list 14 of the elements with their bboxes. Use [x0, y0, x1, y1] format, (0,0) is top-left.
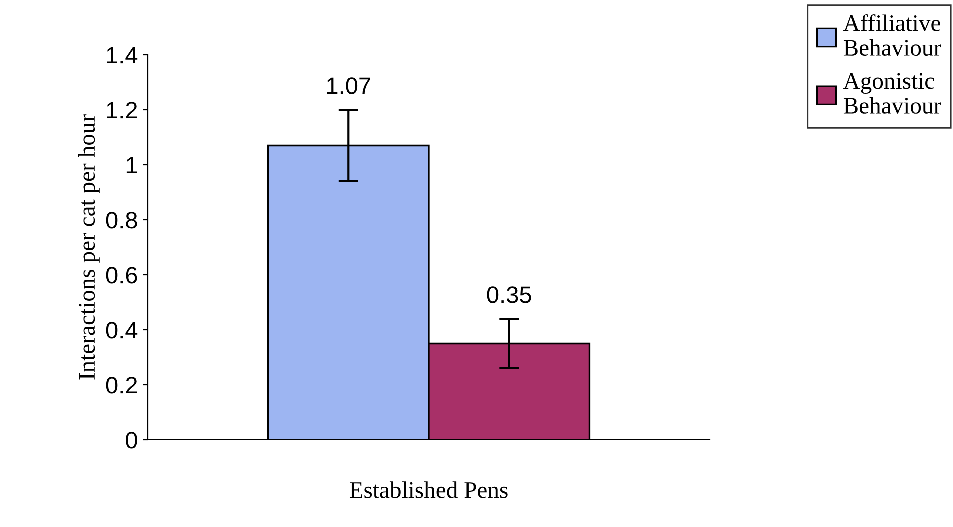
y-tick-label: 0	[126, 432, 138, 449]
y-tick-label: 1.4	[107, 47, 138, 64]
x-tick-label: Established Pens	[350, 482, 508, 498]
legend-label: Agonistic Behaviour	[844, 73, 942, 114]
y-tick-label: 0.6	[106, 267, 138, 284]
y-tick-label: 0.4	[106, 322, 138, 339]
y-tick-label: 1.2	[107, 102, 138, 119]
y-axis-title: Interactions per cat per hour	[78, 114, 100, 380]
data-label: 1.07	[327, 78, 370, 94]
y-tick-label: 1	[126, 157, 138, 174]
y-tick-label: 0.2	[106, 377, 138, 394]
y-tick-label: 0.8	[106, 212, 138, 229]
data-label: 0.35	[487, 286, 532, 304]
legend-label: Affiliative Behaviour	[844, 14, 942, 56]
